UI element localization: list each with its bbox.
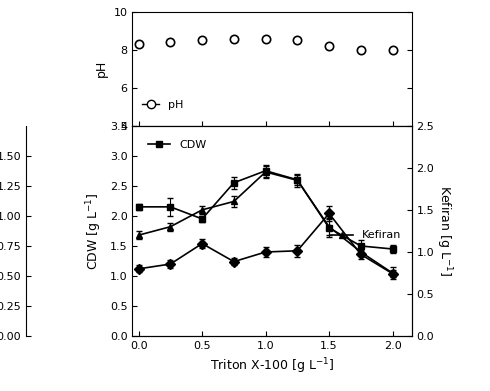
- Legend: Kefiran: Kefiran: [327, 226, 406, 245]
- Y-axis label: pH: pH: [95, 60, 108, 77]
- Y-axis label: Kefiran [g L$^{-1}$]: Kefiran [g L$^{-1}$]: [434, 185, 454, 276]
- Legend: pH: pH: [138, 95, 188, 114]
- Legend: CDW: CDW: [144, 135, 211, 154]
- X-axis label: Triton X-100 [g L$^{-1}$]: Triton X-100 [g L$^{-1}$]: [210, 357, 334, 376]
- Y-axis label: CDW [g L$^{-1}$]: CDW [g L$^{-1}$]: [85, 192, 104, 270]
